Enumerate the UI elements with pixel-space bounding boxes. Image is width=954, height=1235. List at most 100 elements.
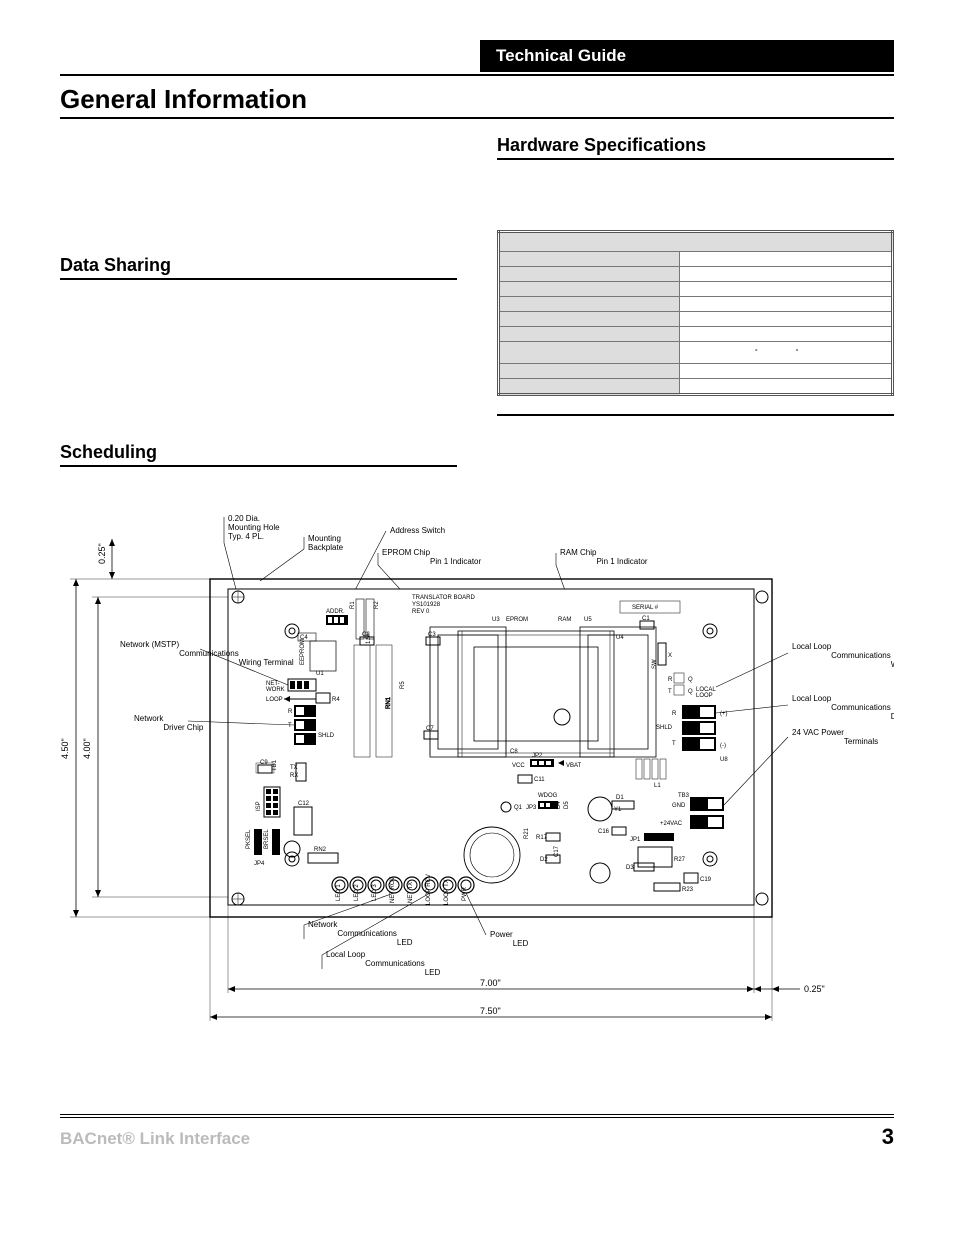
- table-row: [499, 282, 893, 297]
- svg-text:PWR: PWR: [462, 886, 468, 901]
- svg-text:R: R: [288, 709, 293, 715]
- svg-text:LED 1: LED 1: [336, 884, 342, 901]
- svg-text:Q: Q: [688, 677, 693, 683]
- svg-text:VCC: VCC: [512, 763, 525, 769]
- footer: BACnet® Link Interface 3: [60, 1114, 894, 1150]
- table-row: [499, 267, 893, 282]
- svg-text:RAM: RAM: [558, 617, 571, 623]
- svg-text:PowerLED: PowerLED: [490, 930, 528, 948]
- svg-text:C3: C3: [428, 632, 436, 638]
- svg-text:D4: D4: [556, 801, 562, 809]
- svg-text:C12: C12: [298, 801, 310, 807]
- hw-spec-heading: Hardware Specifications: [497, 135, 894, 160]
- svg-text:Y1: Y1: [614, 807, 622, 813]
- svg-text:LOOP RCV: LOOP RCV: [426, 874, 432, 905]
- svg-text:0.25": 0.25": [804, 984, 825, 994]
- svg-text:C8: C8: [510, 749, 518, 755]
- columns: Data Sharing Scheduling Hardware Specifi…: [60, 135, 894, 479]
- table-row: [499, 327, 893, 342]
- svg-text:C19: C19: [700, 877, 712, 883]
- svg-text:LOOP TX: LOOP TX: [444, 879, 450, 905]
- svg-text:GND: GND: [672, 803, 686, 809]
- svg-text:C11: C11: [534, 777, 545, 783]
- table-row: [499, 364, 893, 379]
- svg-text:T: T: [672, 741, 676, 747]
- svg-text:24 VAC PowerTerminals: 24 VAC PowerTerminals: [792, 728, 878, 746]
- svg-text:EPROM: EPROM: [506, 617, 528, 623]
- svg-text:REV 0: REV 0: [412, 609, 430, 615]
- svg-text:U1: U1: [316, 671, 324, 677]
- svg-text:D5: D5: [564, 801, 570, 809]
- svg-text:D1: D1: [616, 795, 624, 801]
- svg-text:RX: RX: [290, 773, 298, 779]
- svg-text:SW: SW: [652, 659, 658, 669]
- svg-text:BRSEL: BRSEL: [264, 829, 270, 849]
- svg-text:(-): (-): [720, 743, 726, 749]
- svg-text:LED 3: LED 3: [372, 884, 378, 901]
- table-row: [499, 379, 893, 395]
- svg-text:ISP: ISP: [256, 801, 262, 811]
- svg-text:R2: R2: [374, 601, 380, 609]
- svg-text:Local LoopCommunicationsDriver: Local LoopCommunicationsDriver Chip: [792, 694, 894, 721]
- svg-text:7.50": 7.50": [480, 1006, 501, 1016]
- svg-text:JP1: JP1: [630, 837, 641, 843]
- svg-text:R: R: [668, 677, 673, 683]
- svg-text:D3: D3: [626, 865, 634, 871]
- svg-text:Address Switch: Address Switch: [390, 526, 445, 535]
- svg-text:LED 2: LED 2: [354, 884, 360, 901]
- table-row: [499, 297, 893, 312]
- svg-text:RN1: RN1: [386, 696, 392, 709]
- svg-text:SERIAL #: SERIAL #: [632, 605, 659, 611]
- left-column: Data Sharing Scheduling: [60, 135, 457, 479]
- svg-text:C4: C4: [300, 635, 308, 641]
- footer-page: 3: [882, 1124, 894, 1150]
- svg-text:U5: U5: [584, 617, 592, 623]
- svg-text:Q: Q: [688, 689, 693, 695]
- scheduling-heading: Scheduling: [60, 442, 457, 467]
- svg-text:U4: U4: [616, 635, 624, 641]
- svg-text:R: R: [672, 711, 677, 717]
- svg-text:L1: L1: [654, 783, 661, 789]
- svg-text:RN2: RN2: [314, 847, 327, 853]
- svg-text:T: T: [288, 723, 292, 729]
- svg-text:ADDR.: ADDR.: [326, 609, 345, 615]
- svg-text:EEPROM: EEPROM: [300, 639, 306, 665]
- svg-text:WDOG: WDOG: [538, 793, 558, 799]
- table-row: [499, 252, 893, 267]
- svg-text:R27: R27: [674, 857, 686, 863]
- svg-text:U3: U3: [492, 617, 500, 623]
- svg-text:C7: C7: [426, 726, 434, 732]
- svg-text:NET TX: NET TX: [408, 882, 414, 903]
- svg-text:+24VAC: +24VAC: [660, 821, 683, 827]
- svg-text:EPROM ChipPin 1 Indicator: EPROM ChipPin 1 Indicator: [382, 548, 481, 566]
- svg-text:C16: C16: [598, 829, 610, 835]
- page-title: General Information: [60, 84, 894, 119]
- spec-table: ° °: [497, 230, 894, 396]
- dim-inner-h: 4.00": [82, 738, 92, 759]
- svg-text:R23: R23: [682, 887, 694, 893]
- svg-text:R5: R5: [400, 681, 406, 689]
- svg-text:D2: D2: [540, 857, 548, 863]
- svg-text:NetworkCommunicationsLED: NetworkCommunicationsLED: [308, 920, 413, 947]
- svg-text:R1: R1: [350, 601, 356, 609]
- svg-text:R4: R4: [332, 697, 340, 703]
- svg-text:YS101928: YS101928: [412, 602, 441, 608]
- header-band: Technical Guide: [480, 40, 894, 72]
- svg-text:JP2: JP2: [532, 753, 543, 759]
- svg-text:Local LoopCommunicationsLED: Local LoopCommunicationsLED: [326, 950, 441, 977]
- svg-text:TB3: TB3: [678, 793, 690, 799]
- svg-text:JP3: JP3: [526, 805, 537, 811]
- board-diagram: 0.25" 4.50" 4.00" 0.20 Dia.Mounting Hole…: [60, 509, 894, 1074]
- dim-top-off: 0.25": [97, 543, 107, 564]
- svg-text:U8: U8: [720, 757, 728, 763]
- svg-text:TB1: TB1: [272, 759, 278, 771]
- svg-text:JP4: JP4: [254, 861, 265, 867]
- right-column: Hardware Specifications ° °: [497, 135, 894, 479]
- table-row: ° °: [499, 342, 893, 364]
- svg-text:7.00": 7.00": [480, 978, 501, 988]
- table-row: [499, 312, 893, 327]
- table-caption-rule: [497, 414, 894, 432]
- top-rule: [60, 74, 894, 76]
- dim-outer-h: 4.50": [60, 738, 70, 759]
- svg-text:NET RCV: NET RCV: [390, 877, 396, 903]
